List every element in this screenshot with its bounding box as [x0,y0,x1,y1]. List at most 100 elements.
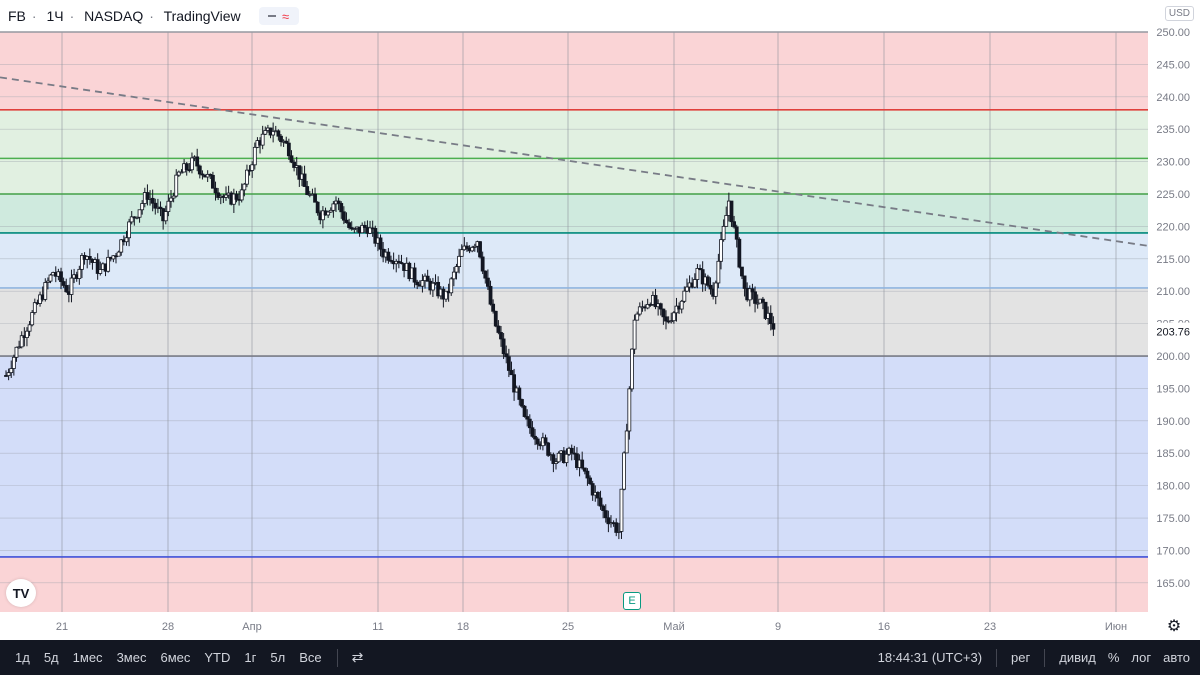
candle-body [742,275,747,289]
candle-body [396,260,401,263]
bottom-toolbar: 1д 5д 1мес 3мес 6мес YTD 1г 5л Все ⇄ 18:44:31 (U… [0,640,1200,675]
candle-body [399,262,404,264]
candle-body [761,298,765,303]
last-price-background [1150,322,1198,341]
candle-body [465,245,469,249]
candle-body [17,346,21,349]
toolbar-divider [336,648,338,667]
candle-body [368,227,372,234]
range-button[interactable]: 1г [244,650,257,665]
log-scale-button[interactable]: лог [1131,650,1152,665]
candle-body [601,505,606,512]
candle-body [69,277,74,295]
candle-body [250,164,255,171]
candle-body [630,348,634,390]
candle-body [763,301,768,319]
earnings-marker-icon[interactable]: E [623,592,641,610]
candle-body [556,452,561,463]
candle-body [59,271,63,282]
candle-body [163,211,168,222]
candle-body [622,452,626,490]
candle-body [724,215,729,227]
price-tick-label: 185.00 [1156,448,1190,460]
candle-body [695,268,700,280]
candle-body [176,171,181,176]
candle-body [551,454,556,464]
time-tick-label: 18 [457,621,469,633]
price-chart[interactable]: 165.00 170.00 175.00 180.00 185.00 190.00 195.… [0,0,1200,640]
price-tick-label: 210.00 [1156,286,1190,298]
candle-body [449,278,454,294]
symbol-title[interactable]: FB · 1Ч · NASDAQ · TradingView [8,8,241,24]
price-tick-label: 175.00 [1156,513,1190,525]
indicator-toggle-button[interactable]: ≈ [258,7,299,25]
candle-body [245,169,249,185]
price-tick-label: 215.00 [1156,254,1190,266]
range-button[interactable]: 5л [270,650,286,665]
trendline[interactable] [0,76,1149,247]
range-button[interactable]: YTD [204,650,231,665]
candle-body [158,206,163,210]
interval-label[interactable]: 1Ч [46,8,64,24]
candle-body [286,142,291,157]
candle-body [737,238,742,268]
price-tick-label: 195.00 [1156,383,1190,395]
candle-body [315,201,320,214]
candle-body [344,219,349,224]
range-button[interactable]: Все [299,650,322,665]
range-button[interactable]: 1мес [72,650,103,665]
candle-body [216,192,221,198]
percent-scale-button[interactable]: % [1107,650,1120,665]
range-button[interactable]: 6мес [160,650,191,665]
platform-label: TradingView [163,8,241,24]
candle-body [653,295,658,308]
candle-body [533,435,537,440]
candle-body [732,221,736,228]
toolbar-divider [1044,648,1046,667]
candle-body [504,353,509,358]
candle-body [166,200,171,212]
candle-body [386,251,391,261]
candle-body [302,173,307,187]
session-button[interactable]: рег [1011,650,1031,665]
candle-body [169,197,173,202]
candle-body [771,323,776,330]
candle-body [14,346,19,358]
candle-body [415,281,420,286]
chart-header: FB · 1Ч · NASDAQ · TradingView ≈ [0,0,1148,32]
gear-icon[interactable]: ⚙ [1166,618,1182,635]
candle-body [119,239,124,253]
toolbar-divider [996,648,998,667]
candle-body [292,161,296,168]
candle-body [239,189,244,201]
candle-body [596,491,600,499]
candle-body [263,130,268,135]
candle-body [682,290,687,302]
symbol-label[interactable]: FB [8,8,26,24]
range-button[interactable]: 5д [43,650,59,665]
currency-selector[interactable]: USD [1164,6,1194,21]
candle-body [750,288,755,293]
candle-body [174,174,179,197]
candle-body [522,405,527,417]
candle-body [9,368,14,374]
price-axis-background [1148,0,1200,640]
price-tick-label: 220.00 [1156,221,1190,233]
price-tick-label: 230.00 [1156,157,1190,169]
candle-body [106,256,111,272]
auto-scale-button[interactable]: авто [1163,650,1190,665]
candle-body [624,430,629,454]
range-button[interactable]: 1д [15,650,30,665]
candle-body [645,304,650,309]
candle-body [509,370,514,376]
candle-body [716,260,721,284]
candle-body [197,165,202,175]
clock-label[interactable]: 18:44:31 (UTC+3) [877,650,983,665]
range-button[interactable]: 3мес [116,650,147,665]
candle-body [729,200,734,223]
candle-body [719,239,723,262]
tradingview-logo[interactable]: TV [6,579,36,607]
candle-body [25,330,29,338]
calendar-range-icon[interactable]: ⇄ [351,649,364,665]
dividends-button[interactable]: дивид [1059,650,1096,665]
